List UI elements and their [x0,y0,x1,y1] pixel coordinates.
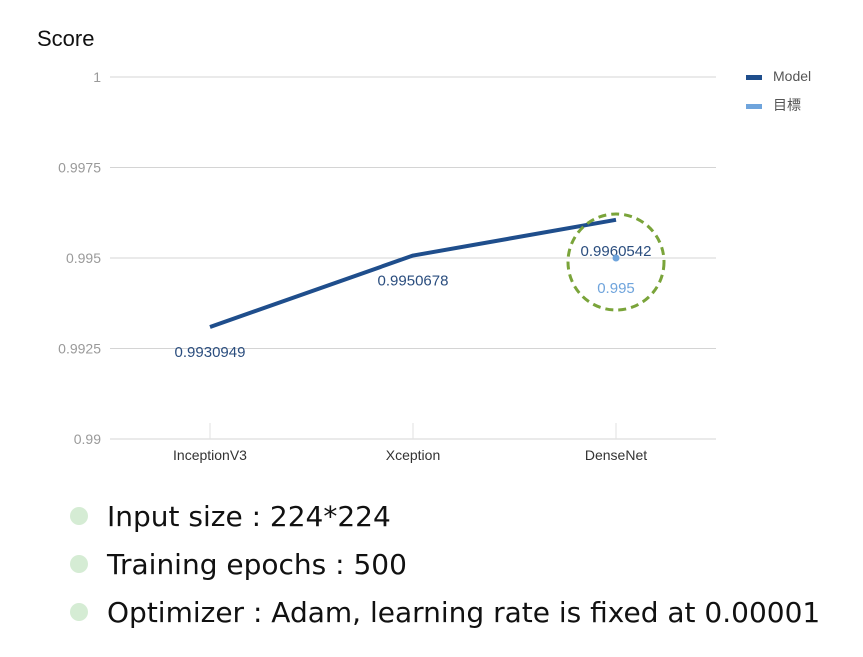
legend-label-model: Model [773,68,811,84]
bullet-text: Training epochs : 500 [107,547,407,581]
bullet-dot-icon [70,555,88,573]
model-data-label: 0.9950678 [378,273,449,290]
bullet-list: Input size : 224*224 Training epochs : 5… [70,492,820,636]
x-tick-label: DenseNet [585,447,647,463]
bullet-dot-icon [70,603,88,621]
target-data-label: 0.995 [597,280,635,297]
x-tick-label: InceptionV3 [173,447,247,463]
bullet-item-optimizer: Optimizer : Adam, learning rate is fixed… [70,588,820,636]
legend-swatch-target [746,104,762,109]
model-series-line [209,217,617,329]
bullet-text: Input size : 224*224 [107,499,391,533]
y-tick-label: 0.9925 [58,341,101,357]
y-tick-label: 1 [93,69,101,85]
model-data-label: 0.9930949 [175,344,246,361]
y-tick-label: 0.9975 [58,160,101,176]
line-chart: 0.99 0.9925 0.995 0.9975 1 InceptionV3 Xceptio… [58,68,811,463]
bullet-item-epochs: Training epochs : 500 [70,540,820,588]
legend-swatch-model [746,75,762,80]
target-point [612,254,620,262]
model-data-label: 0.9960542 [581,243,652,260]
legend-label-target: 目標 [773,98,801,114]
y-tick-label: 0.99 [74,431,101,447]
y-tick-label: 0.995 [66,250,101,266]
y-axis-title: Score [37,26,95,51]
x-tick-label: Xception [386,447,440,463]
bullet-text: Optimizer : Adam, learning rate is fixed… [107,595,821,629]
bullet-dot-icon [70,507,88,525]
bullet-item-input-size: Input size : 224*224 [70,492,820,540]
highlight-circle [566,212,666,312]
